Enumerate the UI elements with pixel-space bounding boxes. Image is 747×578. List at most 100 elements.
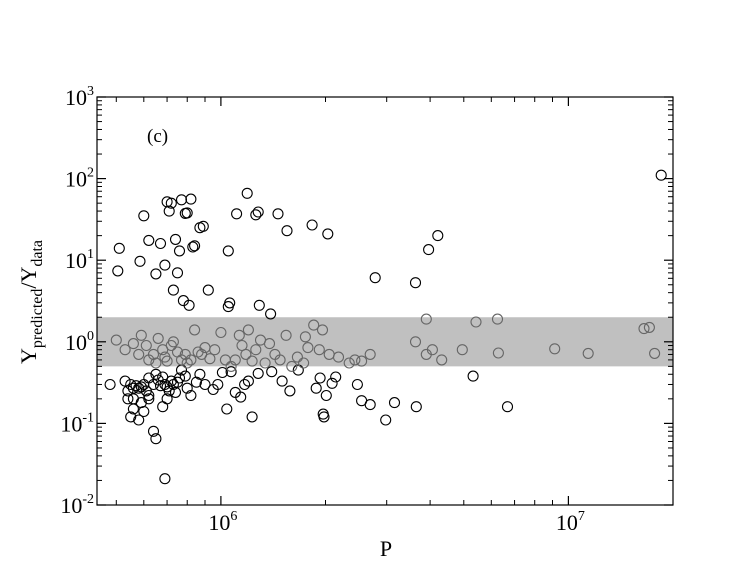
data-point bbox=[649, 347, 661, 359]
data-point bbox=[306, 219, 318, 231]
data-point bbox=[388, 397, 401, 409]
data-point bbox=[197, 220, 209, 232]
data-point bbox=[432, 230, 444, 242]
x-tick-label: 106 bbox=[208, 509, 237, 535]
data-point bbox=[204, 353, 216, 365]
data-point bbox=[349, 354, 361, 366]
panel-label: (c) bbox=[147, 126, 168, 147]
y-label-sub2: data bbox=[29, 240, 46, 267]
data-point bbox=[161, 393, 173, 405]
data-point bbox=[276, 375, 288, 387]
data-point bbox=[409, 277, 422, 289]
data-point bbox=[181, 382, 193, 394]
data-point bbox=[286, 360, 298, 372]
data-point bbox=[281, 225, 293, 237]
data-point bbox=[119, 344, 131, 356]
data-point bbox=[216, 366, 228, 379]
data-point bbox=[380, 414, 392, 426]
data-point bbox=[147, 348, 160, 360]
data-point bbox=[125, 411, 137, 423]
plot-frame bbox=[96, 96, 674, 506]
data-point bbox=[231, 208, 243, 220]
data-points bbox=[104, 169, 667, 485]
data-point bbox=[143, 389, 155, 402]
data-point bbox=[436, 354, 448, 366]
data-point bbox=[292, 364, 304, 376]
data-point bbox=[308, 319, 320, 331]
data-point bbox=[638, 323, 650, 335]
data-point bbox=[343, 357, 355, 369]
data-point bbox=[240, 348, 252, 360]
data-point bbox=[173, 372, 186, 384]
data-point bbox=[409, 336, 422, 348]
data-point bbox=[332, 351, 345, 363]
axis-ticks bbox=[97, 96, 674, 506]
data-point bbox=[150, 268, 162, 280]
data-point bbox=[235, 391, 247, 403]
data-point bbox=[410, 401, 422, 413]
data-point bbox=[274, 354, 286, 366]
data-point bbox=[150, 433, 162, 445]
data-point bbox=[112, 265, 124, 277]
data-point bbox=[134, 255, 146, 267]
data-point bbox=[150, 357, 162, 369]
data-point bbox=[189, 324, 201, 336]
x-axis-label: P bbox=[380, 536, 392, 561]
data-point bbox=[175, 194, 188, 206]
data-point bbox=[152, 332, 164, 344]
data-point bbox=[138, 405, 150, 418]
data-point bbox=[225, 366, 237, 378]
data-point bbox=[189, 240, 201, 252]
data-point bbox=[133, 348, 145, 360]
data-point bbox=[280, 329, 292, 341]
data-point bbox=[212, 378, 224, 391]
data-point bbox=[265, 308, 277, 320]
data-point bbox=[291, 351, 303, 363]
data-point bbox=[147, 425, 160, 437]
data-point bbox=[163, 205, 175, 217]
data-point bbox=[250, 344, 262, 356]
y-tick-label: 10-1 bbox=[60, 410, 94, 436]
data-point bbox=[122, 393, 134, 405]
data-point bbox=[456, 344, 468, 356]
data-point bbox=[185, 389, 197, 402]
tick-labels: 10-2 10-1 100 101 102 103 106 107 bbox=[60, 84, 585, 535]
data-point bbox=[467, 370, 479, 382]
data-point bbox=[127, 403, 139, 415]
data-point bbox=[491, 313, 504, 325]
data-point bbox=[314, 372, 326, 384]
data-point bbox=[330, 371, 342, 383]
data-point bbox=[364, 348, 376, 360]
data-point bbox=[266, 366, 278, 378]
data-point bbox=[242, 375, 254, 387]
data-point bbox=[263, 338, 276, 350]
data-point bbox=[135, 329, 147, 341]
data-point bbox=[272, 208, 284, 220]
data-point bbox=[133, 414, 145, 426]
data-point bbox=[423, 244, 435, 256]
data-point bbox=[253, 299, 265, 311]
data-point bbox=[302, 342, 314, 354]
data-point bbox=[181, 357, 193, 369]
data-point bbox=[229, 354, 241, 366]
data-point bbox=[299, 331, 311, 343]
data-point bbox=[154, 380, 167, 392]
data-point bbox=[470, 316, 482, 328]
data-point bbox=[209, 344, 221, 356]
data-point bbox=[185, 354, 197, 366]
data-point bbox=[655, 169, 667, 181]
data-point bbox=[313, 344, 325, 356]
data-point bbox=[316, 324, 329, 336]
data-point bbox=[246, 411, 258, 423]
y-label-base: Y bbox=[16, 348, 41, 364]
data-point bbox=[298, 357, 310, 369]
x-tick-label: 107 bbox=[556, 509, 585, 535]
data-point bbox=[161, 355, 173, 367]
data-point bbox=[643, 321, 655, 333]
data-point bbox=[252, 367, 264, 379]
data-point bbox=[549, 343, 561, 355]
y-label-sep: /Y bbox=[16, 267, 41, 289]
data-point bbox=[326, 377, 338, 389]
data-point bbox=[241, 187, 253, 199]
